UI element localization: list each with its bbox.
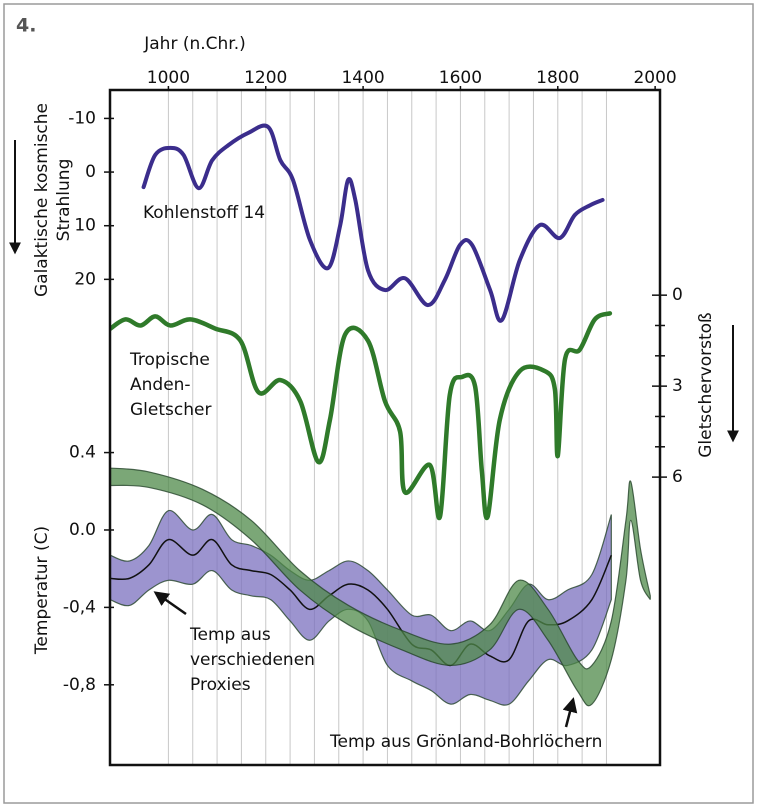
- pointer-arrow: [153, 591, 187, 616]
- annotation: Tropische: [129, 350, 210, 370]
- x-tick-label: 1200: [244, 68, 287, 88]
- panel-label: 4.: [16, 15, 36, 37]
- y2-axis-label: Gletschervorstoß: [696, 312, 716, 458]
- outer-border: [3, 3, 754, 804]
- y-tick-label: 20: [74, 269, 96, 289]
- plot-frame: [108, 88, 662, 767]
- y2-tick-label: 3: [672, 376, 683, 396]
- y-tick-label: 10: [74, 216, 96, 236]
- annotation: Gletscher: [130, 400, 211, 420]
- annotation: Proxies: [190, 675, 251, 695]
- y-axis-label: Galaktische kosmische: [32, 103, 52, 297]
- band: [110, 467, 651, 707]
- c14-line: [141, 123, 605, 323]
- x-tick-label: 2000: [633, 68, 676, 88]
- y-tick-label: -0,8: [63, 675, 96, 695]
- pointer-arrow: [562, 697, 578, 728]
- x-tick-label: 1000: [147, 68, 190, 88]
- x-tick-label: 1800: [536, 68, 579, 88]
- y2-tick-label: 6: [672, 467, 683, 487]
- y-tick-label: 0.0: [69, 520, 96, 540]
- y-tick-label: -0,4: [63, 597, 96, 617]
- y-tick-label: 0: [85, 162, 96, 182]
- glacier-line: [110, 311, 613, 521]
- marks: [110, 123, 651, 707]
- y-axis-label: Strahlung: [54, 159, 74, 242]
- y-tick-label: 0.4: [69, 443, 96, 463]
- x-axis-label: Jahr (n.Chr.): [143, 34, 246, 54]
- annotation: verschiedenen: [190, 650, 315, 670]
- center-line: [110, 538, 613, 667]
- x-tick-label: 1400: [341, 68, 384, 88]
- annotation: Temp aus: [189, 625, 271, 645]
- y-axis-label: Temperatur (C): [32, 526, 52, 655]
- x-tick-label: 1600: [439, 68, 482, 88]
- y-tick-label: -10: [68, 108, 96, 128]
- annotation: Temp aus Grönland-Bohrlöchern: [329, 732, 602, 752]
- annotation: Kohlenstoff 14: [143, 203, 265, 223]
- annotation: Anden-: [130, 375, 191, 395]
- y2-tick-label: 0: [672, 285, 683, 305]
